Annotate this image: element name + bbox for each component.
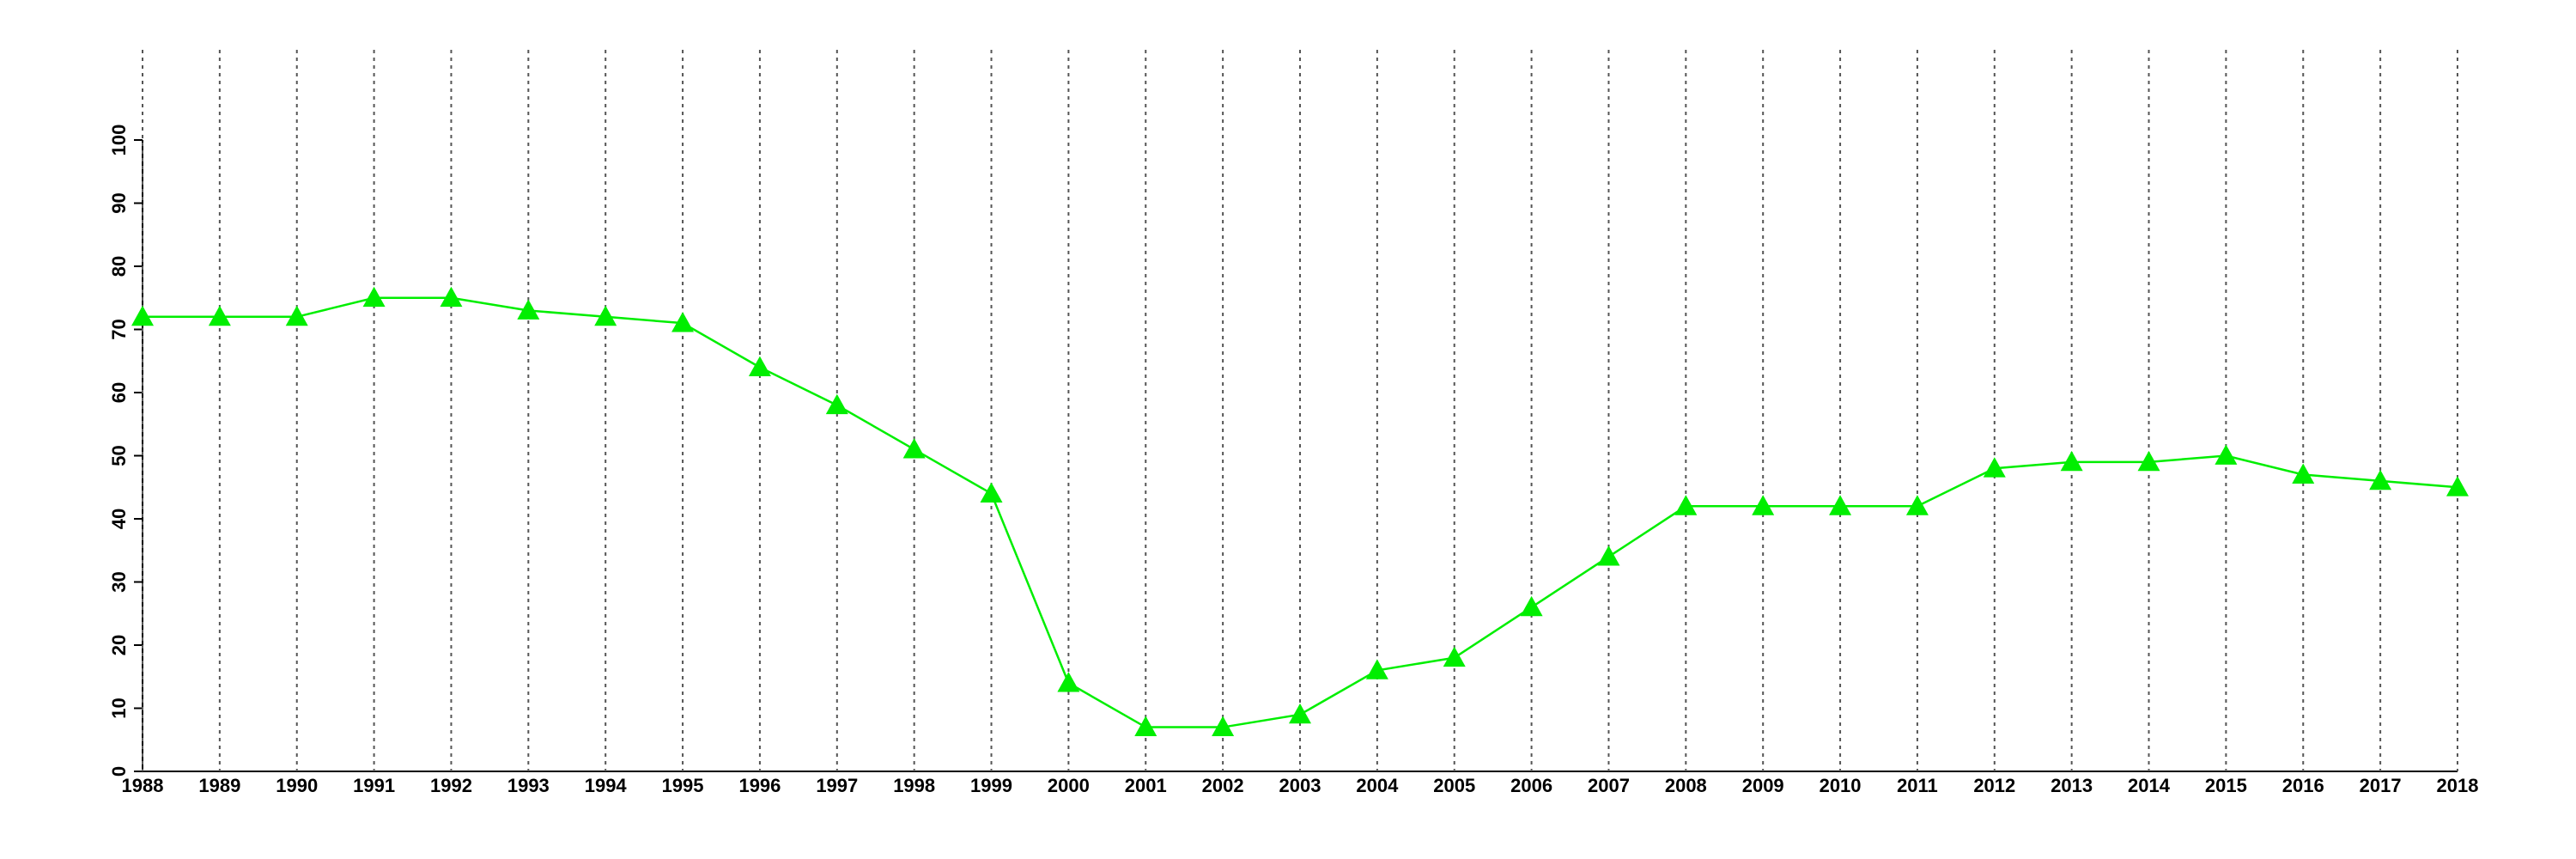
point-marker <box>2215 444 2238 465</box>
x-tick-label: 2007 <box>1588 775 1630 796</box>
point-marker <box>1752 495 1775 515</box>
point-marker <box>980 482 1003 503</box>
x-tick-label: 1991 <box>353 775 395 796</box>
point-marker <box>594 305 617 326</box>
y-tick-label: 70 <box>108 319 130 339</box>
y-tick-label: 60 <box>108 382 130 403</box>
point-marker <box>902 438 926 459</box>
x-tick-label: 1997 <box>816 775 858 796</box>
x-tick-label: 2009 <box>1742 775 1784 796</box>
x-tick-label: 2000 <box>1048 775 1090 796</box>
x-tick-label: 2014 <box>2128 775 2171 796</box>
x-tick-label: 2015 <box>2205 775 2247 796</box>
x-tick-label: 1994 <box>585 775 628 796</box>
x-tick-label: 2013 <box>2050 775 2093 796</box>
point-marker <box>285 305 308 326</box>
x-tick-label: 2017 <box>2360 775 2402 796</box>
x-tick-label: 2016 <box>2282 775 2324 796</box>
y-tick-label: 30 <box>108 571 130 592</box>
point-marker <box>1597 545 1620 566</box>
x-tick-label: 2004 <box>1356 775 1399 796</box>
point-marker <box>1983 457 2006 478</box>
y-tick-label: 50 <box>108 445 130 466</box>
point-marker <box>208 305 231 326</box>
point-marker <box>131 305 154 326</box>
point-marker <box>1674 495 1698 515</box>
point-marker <box>1829 495 1852 515</box>
y-tick-label: 80 <box>108 256 130 277</box>
point-marker <box>825 393 848 415</box>
point-marker <box>1289 703 1311 724</box>
point-marker <box>671 312 695 332</box>
x-tick-label: 2006 <box>1510 775 1552 796</box>
y-tick-label: 20 <box>108 635 130 655</box>
point-marker <box>440 286 463 308</box>
point-marker <box>1057 672 1080 692</box>
x-tick-label: 2003 <box>1279 775 1321 796</box>
point-marker <box>1905 495 1929 515</box>
x-tick-label: 1990 <box>276 775 318 796</box>
point-marker <box>362 286 386 308</box>
x-tick-label: 2005 <box>1433 775 1475 796</box>
x-tick-label: 1988 <box>122 775 164 796</box>
x-tick-label: 2018 <box>2437 775 2479 796</box>
y-tick-label: 0 <box>108 766 130 777</box>
x-tick-label: 2001 <box>1125 775 1167 796</box>
point-marker <box>517 299 540 320</box>
y-tick-label: 10 <box>108 698 130 718</box>
point-marker <box>1443 646 1466 667</box>
point-marker <box>1212 716 1235 736</box>
x-tick-label: 2011 <box>1897 775 1938 796</box>
x-tick-label: 2002 <box>1202 775 1244 796</box>
y-tick-label: 40 <box>108 509 130 529</box>
point-marker <box>2369 469 2392 490</box>
point-marker <box>748 356 771 376</box>
point-marker <box>1134 716 1157 736</box>
y-tick-label: 90 <box>108 192 130 213</box>
x-tick-label: 2008 <box>1665 775 1707 796</box>
point-marker <box>2292 463 2315 484</box>
point-marker <box>1520 595 1543 617</box>
point-marker <box>2446 476 2469 497</box>
x-tick-label: 2012 <box>1973 775 2015 796</box>
x-tick-label: 1996 <box>738 775 781 796</box>
point-marker <box>2060 450 2083 472</box>
point-marker <box>1365 659 1388 679</box>
x-tick-label: 1998 <box>893 775 935 796</box>
y-tick-label: 100 <box>108 125 130 156</box>
point-marker <box>2137 450 2160 472</box>
x-tick-label: 1989 <box>198 775 240 796</box>
x-tick-label: 2010 <box>1820 775 1862 796</box>
x-tick-label: 1995 <box>662 775 704 796</box>
x-tick-label: 1992 <box>430 775 472 796</box>
x-tick-label: 1993 <box>507 775 550 796</box>
x-tick-label: 1999 <box>970 775 1012 796</box>
